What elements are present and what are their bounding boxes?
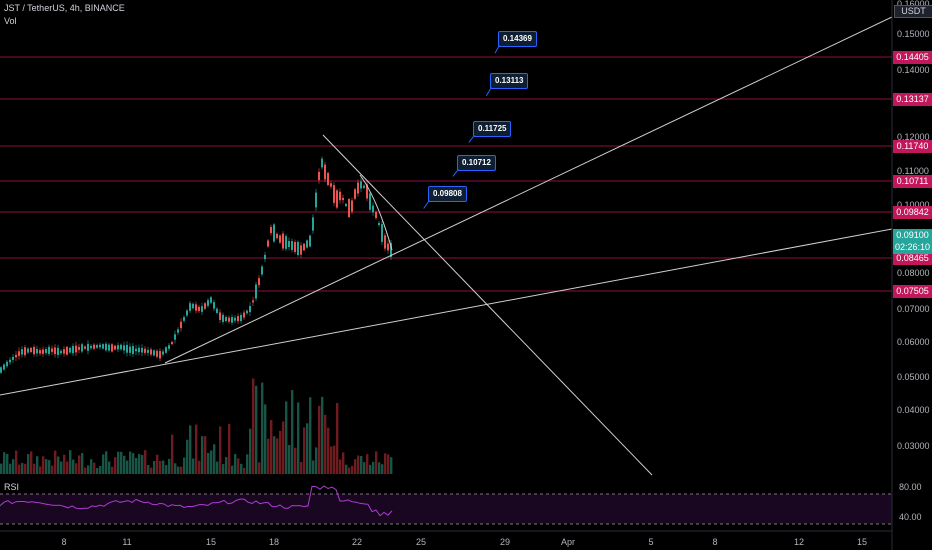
time-tick-label: 8: [712, 537, 717, 547]
time-tick-label: Apr: [561, 537, 575, 547]
price-annotation[interactable]: 0.13113: [490, 73, 529, 89]
time-axis[interactable]: 8 11 15 18 22 25 29 Apr 5 8 12 15: [61, 537, 867, 547]
price-tick-label: 0.14000: [897, 65, 930, 75]
time-tick-label: 22: [352, 537, 362, 547]
price-tick-label: 0.06000: [897, 337, 930, 347]
time-tick-label: 15: [857, 537, 867, 547]
level-price-tag: 0.08465: [893, 252, 932, 265]
level-price-tag: 0.10711: [893, 175, 932, 188]
time-tick-label: 25: [416, 537, 426, 547]
level-price-tag: 0.14405: [893, 51, 932, 64]
horizontal-levels: [0, 56, 892, 292]
volume-bars: [0, 378, 393, 474]
price-tick-label: 0.15000: [897, 29, 930, 39]
time-tick-label: 12: [794, 537, 804, 547]
rsi-line: [0, 485, 393, 517]
rsi-tick-label: 80.00: [899, 482, 922, 492]
price-annotation[interactable]: 0.10712: [457, 155, 496, 171]
time-tick-label: 18: [269, 537, 279, 547]
level-price-tag: 0.13137: [893, 93, 932, 106]
volume-label[interactable]: Vol: [4, 16, 17, 26]
time-tick-label: 15: [206, 537, 216, 547]
trend-line-upper[interactable]: [164, 16, 893, 364]
level-price-tag: 0.11740: [893, 140, 932, 153]
price-tick-label: 0.07000: [897, 304, 930, 314]
price-annotation[interactable]: 0.09808: [428, 186, 467, 202]
price-tick-label: 0.08000: [897, 268, 930, 278]
level-price-tag: 0.09842: [893, 206, 932, 219]
countdown-tag: 02:26:10: [893, 241, 932, 254]
price-axis[interactable]: 0.16000 0.15000 0.14000 0.12000 0.11000 0.100…: [897, 0, 930, 522]
time-tick-label: 5: [648, 537, 653, 547]
rsi-tick-label: 40.00: [899, 512, 922, 522]
time-tick-label: 29: [500, 537, 510, 547]
rsi-label[interactable]: RSI: [4, 482, 20, 492]
level-price-tag: 0.07505: [893, 285, 932, 298]
price-tick-label: 0.12000: [897, 132, 930, 142]
price-tick-label: 0.03000: [897, 441, 930, 451]
price-annotation[interactable]: 0.14369: [498, 31, 537, 47]
axes: [0, 0, 893, 550]
trend-curve: [359, 174, 393, 251]
price-annotation[interactable]: 0.11725: [473, 121, 512, 137]
current-price-tag: 0.09100: [893, 229, 932, 242]
price-tick-label: 0.05000: [897, 372, 930, 382]
price-tick-label: 0.16000: [897, 0, 930, 9]
price-tick-label: 0.10000: [897, 200, 930, 210]
price-tick-label: 0.11000: [897, 166, 929, 176]
rsi-pane: [0, 485, 892, 525]
time-tick-label: 11: [122, 537, 131, 547]
currency-label[interactable]: USDT: [894, 5, 932, 18]
trend-line-descending[interactable]: [322, 134, 653, 476]
trend-lines: [0, 16, 893, 476]
symbol-title[interactable]: JST / TetherUS, 4h, BINANCE: [4, 3, 125, 13]
candlesticks: [0, 156, 392, 375]
time-tick-label: 8: [61, 537, 66, 547]
price-tick-label: 0.04000: [897, 405, 930, 415]
trend-line-lower[interactable]: [0, 228, 893, 396]
